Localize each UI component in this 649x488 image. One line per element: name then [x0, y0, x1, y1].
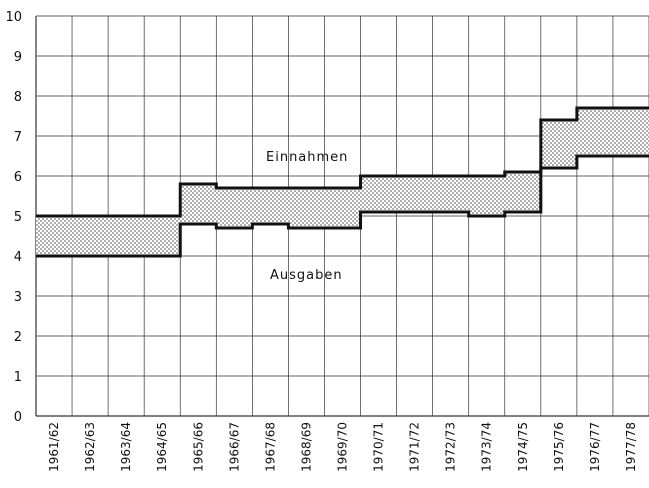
fill-band-6 — [252, 188, 289, 224]
annotation-ausgaben: Ausgaben — [270, 268, 343, 283]
fill-band-7 — [288, 188, 325, 228]
x-tick-label: 1977/78 — [624, 422, 638, 472]
fill-band-14 — [540, 120, 578, 168]
x-tick-label: 1976/77 — [588, 422, 602, 472]
x-tick-label: 1967/68 — [263, 422, 277, 472]
y-tick-label: 6 — [14, 170, 22, 185]
fill-band-3 — [144, 216, 181, 256]
x-tick-label: 1961/62 — [47, 422, 61, 472]
y-tick-label: 8 — [14, 90, 22, 105]
x-tick-label: 1966/67 — [227, 422, 241, 472]
y-tick-label: 9 — [14, 50, 22, 65]
x-tick-label: 1971/72 — [408, 422, 422, 472]
fill-band-16 — [612, 108, 649, 156]
fill-band-5 — [216, 188, 253, 228]
y-axis: 0 1 2 3 4 5 6 7 8 9 10 — [5, 10, 22, 425]
fill-band-8 — [324, 188, 362, 228]
y-tick-label: 5 — [14, 210, 22, 225]
fill-band-11 — [432, 176, 470, 212]
annotation-einnahmen: Einnahmen — [266, 150, 348, 165]
y-tick-label: 4 — [14, 250, 22, 265]
y-tick-label: 2 — [14, 330, 22, 345]
series-line-ausgaben — [36, 154, 649, 258]
x-axis: 1961/62 1962/63 1963/64 1964/65 1965/66 1966/… — [47, 422, 638, 472]
x-tick-label: 1973/74 — [480, 422, 494, 472]
series-line-einnahmen — [36, 106, 649, 218]
x-tick-label: 1965/66 — [191, 422, 205, 472]
x-tick-label: 1975/76 — [552, 422, 566, 472]
x-tick-label: 1962/63 — [83, 422, 97, 472]
x-tick-label: 1969/70 — [336, 422, 350, 472]
fill-band-12 — [468, 176, 506, 216]
y-tick-label: 0 — [14, 410, 22, 425]
y-tick-label: 10 — [5, 10, 22, 25]
y-tick-label: 1 — [14, 370, 22, 385]
fill-band-13 — [504, 172, 542, 212]
fill-band-10 — [396, 176, 434, 212]
fill-band-9 — [360, 176, 398, 212]
x-tick-label: 1963/64 — [119, 422, 133, 472]
fill-band-1 — [72, 216, 109, 256]
fill-band-2 — [108, 216, 145, 256]
x-tick-label: 1972/73 — [444, 422, 458, 472]
x-tick-label: 1974/75 — [516, 422, 530, 472]
x-tick-label: 1970/71 — [372, 422, 386, 472]
y-tick-label: 7 — [14, 130, 22, 145]
x-tick-label: 1968/69 — [299, 422, 313, 472]
fill-band-15 — [576, 108, 614, 156]
fill-band-0 — [36, 216, 73, 256]
fill-band-4 — [180, 184, 217, 224]
y-tick-label: 3 — [14, 290, 22, 305]
series-lines — [36, 106, 649, 258]
fill-between-area — [36, 108, 649, 256]
x-tick-label: 1964/65 — [155, 422, 169, 472]
